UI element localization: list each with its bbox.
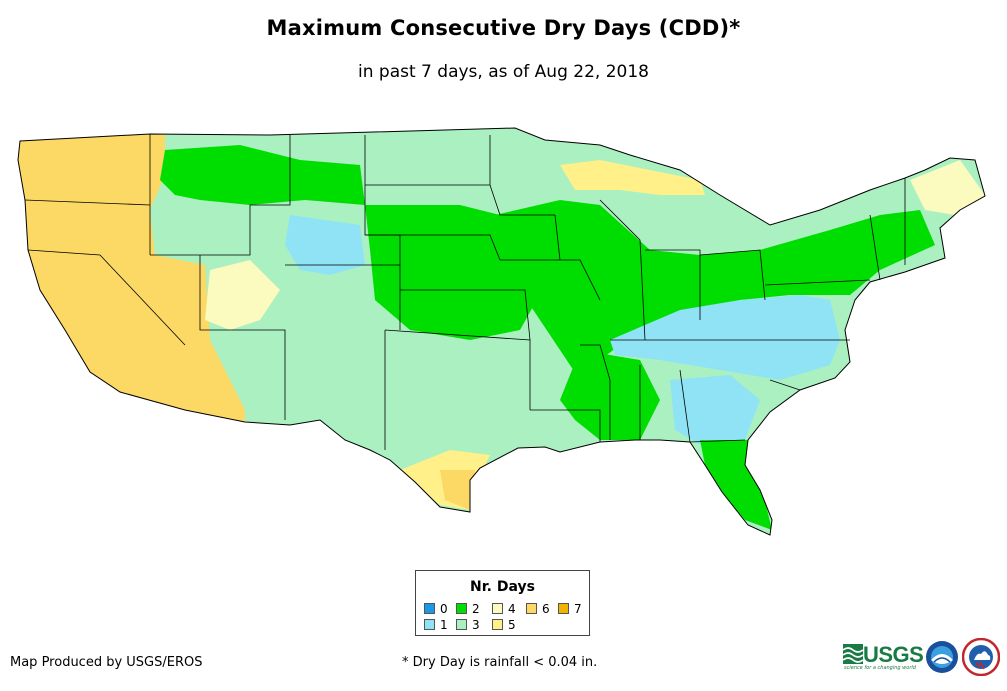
us-outline [17,127,986,536]
legend-label-0: 0 [440,602,448,616]
region-maine-4days [910,160,985,215]
nws-logo-icon [962,638,1000,676]
legend-label-3: 3 [472,618,480,632]
region-plains-2days [365,205,545,340]
legend-label-6: 6 [542,602,550,616]
region-southeast-1day [670,375,760,445]
legend: Nr. Days 0 1 2 3 4 5 6 7 [415,570,590,636]
region-rockies-1day [285,215,365,275]
map-credit: Map Produced by USGS/EROS [10,655,203,670]
legend-swatch-7 [558,603,569,614]
region-florida-2days [700,440,772,530]
legend-swatch-0 [424,603,435,614]
region-midwest-2days [495,200,935,380]
legend-label-5: 5 [508,618,516,632]
usgs-logo: USGS science for a changing world [843,642,924,672]
legend-label-4: 4 [508,602,516,616]
dry-day-footnote: * Dry Day is rainfall < 0.04 in. [402,655,598,670]
legend-title: Nr. Days [470,579,535,595]
map-subtitle: in past 7 days, as of Aug 22, 2018 [358,62,649,82]
legend-swatch-1 [424,619,435,630]
legend-swatch-2 [456,603,467,614]
usgs-wave-icon [843,644,863,664]
legend-swatch-4 [492,603,503,614]
legend-label-7: 7 [574,602,582,616]
usgs-logo-text: USGS [863,642,924,667]
region-appalachia-1day [610,295,840,380]
state-borders [24,134,906,450]
region-southwest-4days [205,260,280,330]
map-title: Maximum Consecutive Dry Days (CDD)* [266,16,741,40]
region-south-texas-6days [440,470,475,510]
usgs-tagline: science for a changing world [844,665,916,671]
region-north-5days [560,160,705,195]
legend-swatch-3 [456,619,467,630]
legend-label-1: 1 [440,618,448,632]
cdd-regions [18,128,985,535]
noaa-logo-icon [926,641,958,673]
legend-swatch-6 [526,603,537,614]
legend-label-2: 2 [472,602,480,616]
region-northwest-2days [160,145,365,205]
legend-swatch-5 [492,619,503,630]
